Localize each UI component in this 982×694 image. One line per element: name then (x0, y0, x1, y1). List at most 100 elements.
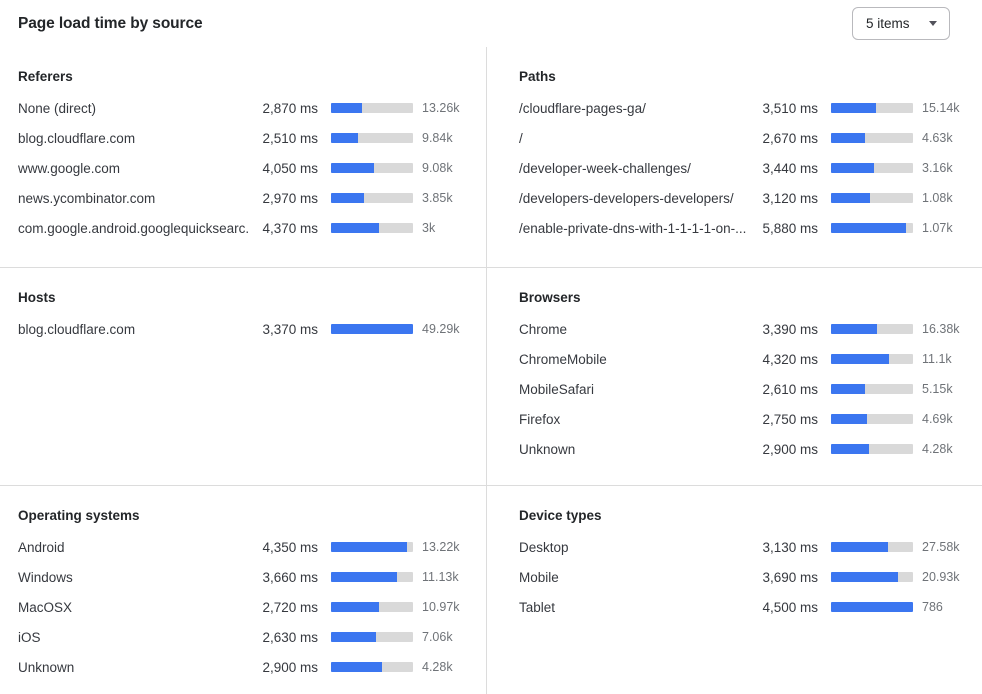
row-label: Unknown (519, 441, 576, 457)
metric-row[interactable]: Android 4,350 ms 13.22k (18, 532, 470, 562)
row-bar-fill (331, 324, 413, 334)
row-bar-fill (331, 103, 363, 113)
row-count: 786 (922, 600, 943, 614)
row-label: / (519, 130, 523, 146)
panel-browsers: Browsers Chrome 3,390 ms 16.38k ChromeMo… (486, 267, 982, 485)
metric-row[interactable]: Unknown 2,900 ms 4.28k (18, 652, 470, 682)
row-count: 1.07k (922, 221, 953, 235)
row-bar (831, 324, 913, 334)
row-bar (331, 632, 413, 642)
metric-row[interactable]: None (direct) 2,870 ms 13.26k (18, 93, 470, 123)
row-bar-fill (331, 572, 397, 582)
row-count: 4.69k (922, 412, 953, 426)
metric-row[interactable]: / 2,670 ms 4.63k (519, 123, 970, 153)
row-count: 9.08k (422, 161, 453, 175)
row-count: 11.13k (422, 570, 459, 584)
metric-row[interactable]: MacOSX 2,720 ms 10.97k (18, 592, 470, 622)
row-bar (831, 414, 913, 424)
row-count: 15.14k (922, 101, 960, 115)
row-value-ms: 3,390 ms (762, 321, 818, 337)
row-bar (831, 444, 913, 454)
metric-row[interactable]: /enable-private-dns-with-1-1-1-1-on-... … (519, 213, 970, 243)
row-value-ms: 2,510 ms (262, 130, 318, 146)
row-label: blog.cloudflare.com (18, 130, 136, 146)
row-label: Android (18, 539, 65, 555)
row-bar (331, 542, 413, 552)
metric-row[interactable]: Mobile 3,690 ms 20.93k (519, 562, 970, 592)
metric-row[interactable]: Windows 3,660 ms 11.13k (18, 562, 470, 592)
row-value-ms: 5,880 ms (762, 220, 818, 236)
metric-row[interactable]: com.google.android.googlequicksearc... 4… (18, 213, 470, 243)
panel-rows: Chrome 3,390 ms 16.38k ChromeMobile 4,32… (519, 314, 970, 464)
metric-row[interactable]: /developer-week-challenges/ 3,440 ms 3.1… (519, 153, 970, 183)
metric-row[interactable]: Chrome 3,390 ms 16.38k (519, 314, 970, 344)
row-bar (831, 354, 913, 364)
row-value-ms: 2,870 ms (262, 100, 318, 116)
metric-row[interactable]: /developers-developers-developers/ 3,120… (519, 183, 970, 213)
panel-title: Device types (519, 508, 602, 523)
row-count: 1.08k (922, 191, 953, 205)
items-count-dropdown[interactable]: 5 items (852, 7, 950, 40)
row-label: /developers-developers-developers/ (519, 190, 734, 206)
metric-row[interactable]: ChromeMobile 4,320 ms 11.1k (519, 344, 970, 374)
row-bar-fill (831, 572, 899, 582)
row-label: Unknown (18, 659, 75, 675)
row-bar-fill (831, 444, 869, 454)
metric-row[interactable]: Desktop 3,130 ms 27.58k (519, 532, 970, 562)
panel-title: Referers (18, 69, 73, 84)
metric-row[interactable]: /cloudflare-pages-ga/ 3,510 ms 15.14k (519, 93, 970, 123)
panel-rows: Android 4,350 ms 13.22k Windows 3,660 ms… (18, 532, 470, 682)
metric-row[interactable]: www.google.com 4,050 ms 9.08k (18, 153, 470, 183)
row-value-ms: 3,120 ms (762, 190, 818, 206)
row-label: iOS (18, 629, 41, 645)
row-bar (831, 223, 913, 233)
row-label: Desktop (519, 539, 569, 555)
row-value-ms: 2,630 ms (262, 629, 318, 645)
metric-row[interactable]: blog.cloudflare.com 3,370 ms 49.29k (18, 314, 470, 344)
panel-referers: Referers None (direct) 2,870 ms 13.26k b… (0, 47, 486, 267)
panel-title: Hosts (18, 290, 56, 305)
row-value-ms: 3,370 ms (262, 321, 318, 337)
panel-rows: None (direct) 2,870 ms 13.26k blog.cloud… (18, 93, 470, 243)
metric-row[interactable]: MobileSafari 2,610 ms 5.15k (519, 374, 970, 404)
panel-title: Paths (519, 69, 556, 84)
row-value-ms: 3,510 ms (762, 100, 818, 116)
panel-device-types: Device types Desktop 3,130 ms 27.58k Mob… (486, 485, 982, 694)
row-label: Tablet (519, 599, 556, 615)
row-bar (331, 133, 413, 143)
row-count: 20.93k (922, 570, 960, 584)
row-bar-fill (831, 414, 868, 424)
row-bar-fill (331, 662, 382, 672)
panel-header: Page load time by source 5 items (0, 0, 982, 47)
metric-row[interactable]: Firefox 2,750 ms 4.69k (519, 404, 970, 434)
row-count: 4.63k (922, 131, 953, 145)
row-value-ms: 2,900 ms (762, 441, 818, 457)
metric-row[interactable]: blog.cloudflare.com 2,510 ms 9.84k (18, 123, 470, 153)
row-bar-fill (331, 602, 379, 612)
row-label: MacOSX (18, 599, 73, 615)
metric-row[interactable]: news.ycombinator.com 2,970 ms 3.85k (18, 183, 470, 213)
row-bar (331, 193, 413, 203)
panel-rows: Desktop 3,130 ms 27.58k Mobile 3,690 ms … (519, 532, 970, 622)
panel-title: Browsers (519, 290, 581, 305)
metric-row[interactable]: iOS 2,630 ms 7.06k (18, 622, 470, 652)
row-value-ms: 2,610 ms (762, 381, 818, 397)
row-label: Mobile (519, 569, 559, 585)
row-value-ms: 2,720 ms (262, 599, 318, 615)
row-label: Chrome (519, 321, 568, 337)
panel-operating-systems: Operating systems Android 4,350 ms 13.22… (0, 485, 486, 694)
row-value-ms: 4,370 ms (262, 220, 318, 236)
row-bar-fill (831, 324, 877, 334)
row-bar-fill (331, 163, 375, 173)
row-value-ms: 3,440 ms (762, 160, 818, 176)
row-bar-fill (331, 542, 408, 552)
row-bar (831, 193, 913, 203)
row-label: /enable-private-dns-with-1-1-1-1-on-... (519, 220, 747, 236)
metric-row[interactable]: Unknown 2,900 ms 4.28k (519, 434, 970, 464)
caret-down-icon (929, 21, 937, 26)
metric-row[interactable]: Tablet 4,500 ms 786 (519, 592, 970, 622)
row-bar (831, 163, 913, 173)
panel-paths: Paths /cloudflare-pages-ga/ 3,510 ms 15.… (486, 47, 982, 267)
panel-hosts: Hosts blog.cloudflare.com 3,370 ms 49.29… (0, 267, 486, 485)
row-bar (831, 572, 913, 582)
